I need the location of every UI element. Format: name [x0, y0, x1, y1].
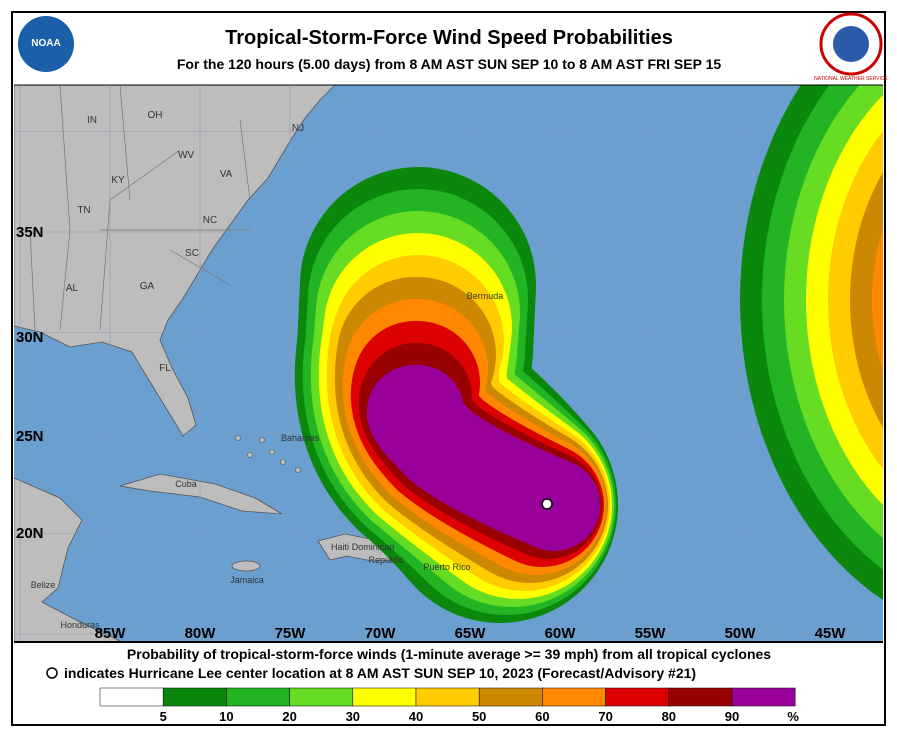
latitude-label: 30N — [16, 329, 44, 346]
latitude-label: 35N — [16, 224, 44, 241]
border — [239, 119, 251, 201]
place-label: Jamaica — [230, 575, 264, 585]
footer-line2: indicates Hurricane Lee center location … — [64, 665, 696, 681]
probability-contour — [367, 365, 600, 551]
longitude-label: 70W — [365, 625, 397, 642]
legend-swatch — [352, 687, 417, 707]
place-label: TN — [77, 205, 90, 216]
place-label: Puerto Rico — [423, 562, 470, 572]
legend-swatch — [289, 687, 354, 707]
border — [29, 229, 36, 331]
longitude-label: 45W — [815, 625, 847, 642]
longitude-label: 85W — [95, 625, 127, 642]
place-label: WV — [178, 150, 194, 161]
longitude-label: 55W — [635, 625, 667, 642]
place-label: Bermuda — [467, 291, 504, 301]
longitude-label: 60W — [545, 625, 577, 642]
noaa-logo — [18, 16, 74, 72]
land — [235, 435, 241, 441]
land — [259, 437, 265, 443]
place-label: Belize — [31, 580, 56, 590]
latitude-label: 20N — [16, 525, 44, 542]
place-label: FL — [159, 363, 171, 374]
legend-label: 40 — [409, 709, 423, 724]
land — [269, 449, 275, 455]
place-label: OH — [148, 110, 163, 121]
border — [59, 85, 71, 331]
legend-swatch — [542, 687, 606, 707]
border — [119, 85, 131, 201]
legend-swatch — [668, 687, 733, 707]
place-label: NJ — [292, 123, 304, 134]
legend-swatch — [415, 687, 480, 707]
title: Tropical-Storm-Force Wind Speed Probabil… — [225, 27, 673, 49]
noaa-text: NOAA — [31, 38, 60, 49]
center-symbol — [46, 667, 58, 679]
land — [247, 452, 253, 458]
place-label: Haiti — [331, 542, 349, 552]
storm-center — [541, 498, 553, 510]
place-label: KY — [111, 175, 125, 186]
latitude-label: 25N — [16, 428, 44, 445]
legend: 5 10 20 30 40 50 60 70 80 90% — [99, 687, 799, 724]
place-label: Cuba — [175, 479, 197, 489]
legend-swatch — [731, 687, 796, 707]
place-label: Dominican — [352, 542, 395, 552]
nws-text: NATIONAL WEATHER SERVICE — [814, 76, 888, 82]
longitude-label: 75W — [275, 625, 307, 642]
land — [280, 459, 286, 465]
legend-label: 60 — [535, 709, 549, 724]
legend-label: 80 — [662, 709, 676, 724]
legend-swatch — [478, 687, 543, 707]
footer-line1: Probability of tropical-storm-force wind… — [127, 646, 771, 662]
legend-unit: % — [787, 709, 799, 724]
subtitle: For the 120 hours (5.00 days) from 8 AM … — [177, 56, 722, 72]
map: IN OH NJ WV VA KY TN NC SC AL GA FL Bahamas Cuba Haiti… — [14, 85, 883, 642]
place-label: Bahamas — [281, 433, 320, 443]
legend-swatch — [226, 687, 290, 707]
legend-label: 5 — [160, 709, 167, 724]
land — [119, 473, 283, 515]
legend-swatch — [99, 687, 164, 707]
land — [14, 477, 123, 642]
land — [231, 560, 261, 572]
longitude-label: 80W — [185, 625, 217, 642]
legend-swatch — [162, 687, 227, 707]
legend-label: 10 — [219, 709, 233, 724]
probability-contour — [850, 172, 883, 428]
place-label: IN — [87, 115, 97, 126]
place-label: NC — [203, 215, 217, 226]
land — [295, 467, 301, 473]
longitude-label: 65W — [455, 625, 487, 642]
place-label: Republic — [368, 555, 404, 565]
place-label: SC — [185, 248, 199, 259]
place-label: VA — [220, 169, 233, 180]
legend-label: 20 — [282, 709, 296, 724]
nws-logo-inner — [833, 26, 869, 62]
legend-label: 30 — [346, 709, 360, 724]
legend-label: 90 — [725, 709, 739, 724]
probability-contour — [872, 228, 883, 372]
legend-swatch — [605, 687, 670, 707]
legend-label: 50 — [472, 709, 486, 724]
longitude-label: 50W — [725, 625, 757, 642]
place-label: AL — [66, 283, 79, 294]
place-label: Honduras — [60, 620, 100, 630]
place-label: GA — [140, 281, 155, 292]
legend-label: 70 — [598, 709, 612, 724]
